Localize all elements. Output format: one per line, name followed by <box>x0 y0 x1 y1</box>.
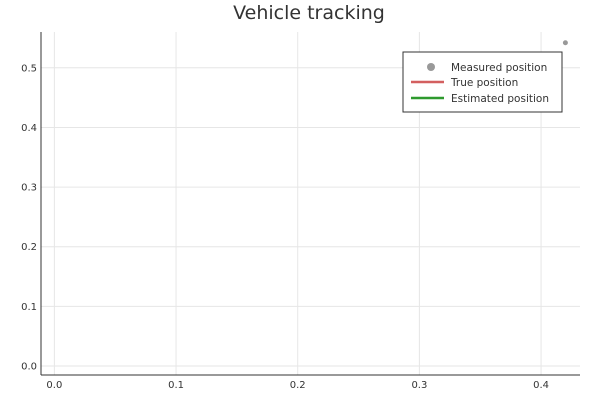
y-tick-label: 0.0 <box>21 362 37 373</box>
x-tick-label: 0.1 <box>168 380 184 391</box>
x-tick-label: 0.3 <box>411 380 427 391</box>
series <box>562 40 568 46</box>
x-tick-label: 0.2 <box>290 380 306 391</box>
legend-label-measured: Measured position <box>451 62 547 74</box>
legend-marker-measured <box>427 63 435 71</box>
y-tick-labels: 0.0 0.1 0.2 0.3 0.4 0.5 <box>21 63 37 372</box>
y-tick-label: 0.5 <box>21 63 37 74</box>
y-tick-label: 0.1 <box>21 302 37 313</box>
x-tick-label: 0.0 <box>46 380 62 391</box>
legend-label-true: True position <box>450 77 518 89</box>
x-tick-label: 0.4 <box>533 380 549 391</box>
legend-label-estimated: Estimated position <box>451 93 549 105</box>
grid <box>41 32 580 375</box>
legend: Measured position True position Estimate… <box>402 51 563 113</box>
y-tick-label: 0.3 <box>21 183 37 194</box>
measured-position-point <box>562 40 568 46</box>
y-tick-label: 0.4 <box>21 123 37 134</box>
y-tick-label: 0.2 <box>21 242 37 253</box>
axes <box>40 32 580 376</box>
chart-title: Vehicle tracking <box>233 2 385 24</box>
x-tick-labels: 0.0 0.1 0.2 0.3 0.4 <box>46 380 549 391</box>
